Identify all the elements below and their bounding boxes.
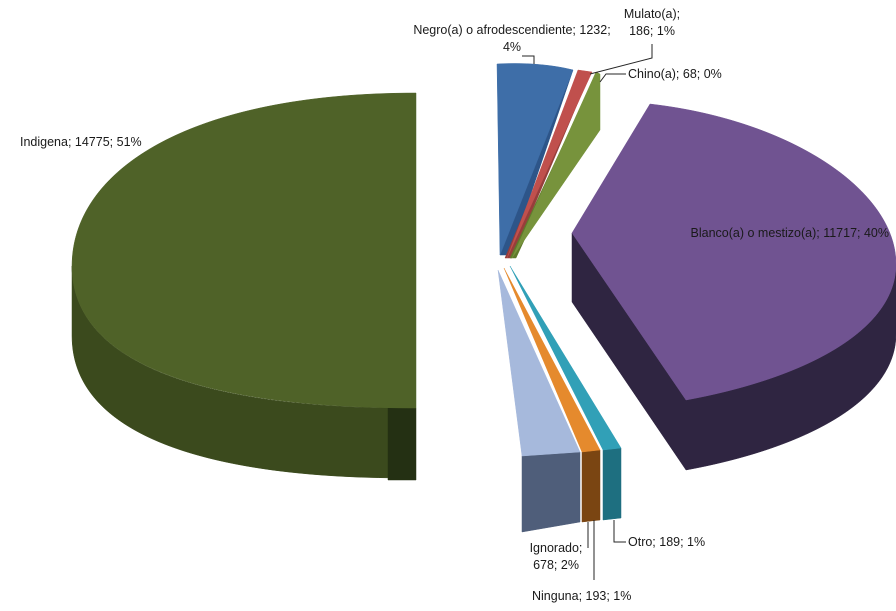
- data-label-otro-line: Otro; 189; 1%: [628, 535, 705, 549]
- slice-otro: [509, 265, 622, 451]
- slice-indigena-bottom: [387, 407, 417, 481]
- data-label-chino: Chino(a); 68; 0%: [628, 67, 722, 81]
- slice-ninguna-side: [581, 449, 601, 523]
- data-label-blanco-o-mestizo: Blanco(a) o mestizo(a); 11717; 40%: [691, 226, 889, 240]
- data-label-ignorado: Ignorado; 678; 2%: [530, 541, 583, 572]
- data-label-mulato-line: 186; 1%: [629, 24, 675, 38]
- slice-otro-side: [602, 447, 622, 521]
- slice-ninguna: [503, 267, 601, 453]
- data-label-negro-o-afrodescendiente-line: Negro(a) o afrodescendiente; 1232;: [413, 23, 610, 37]
- leader-line-otro: [613, 520, 626, 543]
- data-label-indigena-line: Indigena; 14775; 51%: [20, 135, 142, 149]
- data-label-ignorado-line: Ignorado;: [530, 541, 583, 555]
- leader-line-negro-o-afrodescendiente: [522, 55, 535, 64]
- slice-indigena: [71, 92, 417, 409]
- data-label-ignorado-line: 678; 2%: [533, 558, 579, 572]
- data-label-mulato-line: Mulato(a);: [624, 7, 680, 21]
- data-label-negro-o-afrodescendiente: Negro(a) o afrodescendiente; 1232; 4%: [413, 23, 610, 54]
- slice-ignorado: [497, 269, 581, 457]
- data-label-negro-o-afrodescendiente-line: 4%: [503, 40, 521, 54]
- data-label-ninguna-line: Ninguna; 193; 1%: [532, 589, 631, 603]
- data-label-blanco-o-mestizo-line: Blanco(a) o mestizo(a); 11717; 40%: [691, 226, 889, 240]
- data-label-otro: Otro; 189; 1%: [628, 535, 705, 549]
- leader-line-chino: [599, 73, 626, 83]
- data-label-ninguna: Ninguna; 193; 1%: [532, 589, 631, 603]
- leader-line-mulato: [589, 44, 653, 75]
- data-label-chino-line: Chino(a); 68; 0%: [628, 67, 722, 81]
- slice-negro-o-afrodescendiente: [496, 63, 574, 256]
- slice-chino: [511, 71, 601, 259]
- slice-mulato: [506, 69, 593, 259]
- slice-ignorado-side: [521, 451, 581, 533]
- data-label-mulato: Mulato(a); 186; 1%: [624, 7, 680, 38]
- data-label-indigena: Indigena; 14775; 51%: [20, 135, 142, 149]
